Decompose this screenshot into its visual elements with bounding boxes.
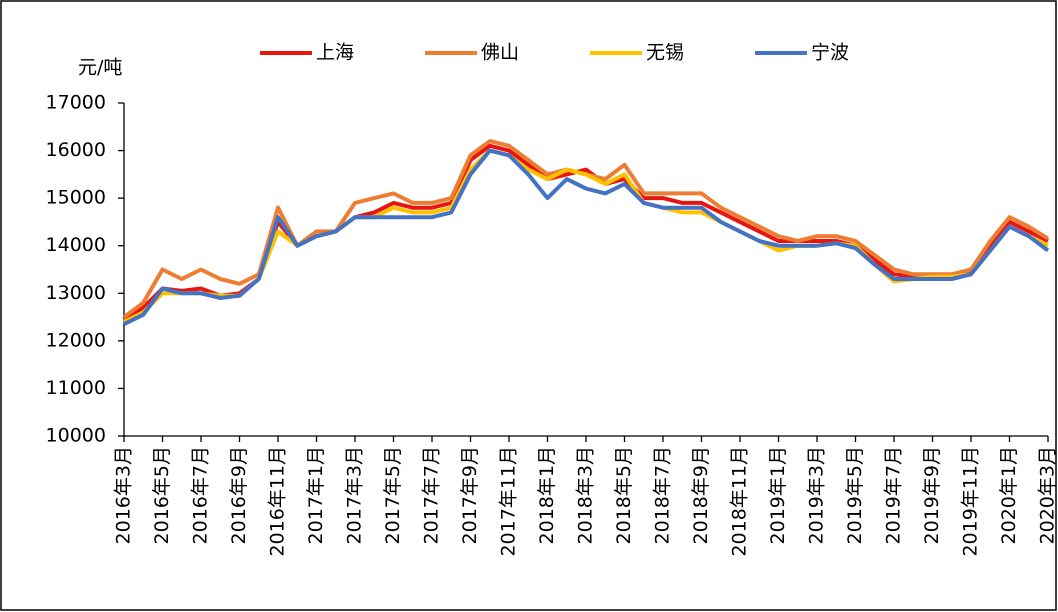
x-tick-label: 2017年7月: [421, 446, 443, 544]
x-tick-label: 2018年7月: [652, 446, 674, 544]
x-tick-label: 2017年5月: [382, 446, 404, 544]
y-tick-label: 16000: [46, 139, 106, 161]
x-tick-label: 2019年1月: [767, 446, 789, 544]
x-tick-label: 2019年5月: [844, 446, 866, 544]
series-line: [123, 148, 1050, 326]
x-tick-label: 2016年3月: [113, 446, 135, 544]
x-tick-label: 2017年1月: [305, 446, 327, 544]
x-tick-label: 2018年11月: [729, 446, 751, 557]
x-tick-label: 2018年3月: [575, 446, 597, 544]
y-tick-label: 13000: [46, 282, 106, 304]
x-tick-label: 2018年9月: [690, 446, 712, 544]
x-tick-label: 2016年11月: [267, 446, 289, 557]
legend-label: 佛山: [481, 42, 519, 64]
y-axis-label: 元/吨: [78, 57, 122, 79]
x-tick-label: 2019年11月: [960, 446, 982, 557]
y-tick-label: 15000: [46, 187, 106, 209]
x-tick-label: 2016年5月: [151, 446, 173, 544]
x-tick-label: 2018年1月: [536, 446, 558, 544]
x-tick-label: 2019年9月: [921, 446, 943, 544]
series-line: [123, 148, 1049, 324]
x-tick-label: 2017年9月: [459, 446, 481, 544]
y-tick-label: 10000: [46, 425, 106, 447]
legend-label: 宁波: [811, 42, 849, 64]
x-tick-label: 2018年5月: [613, 446, 635, 544]
x-tick-label: 2019年7月: [883, 446, 905, 544]
x-tick-label: 2017年11月: [498, 446, 520, 557]
x-tick-label: 2020年3月: [1037, 446, 1058, 544]
legend-label: 上海: [316, 42, 354, 64]
y-tick-label: 14000: [46, 234, 106, 256]
y-tick-label: 12000: [46, 329, 106, 351]
x-tick-label: 2020年1月: [998, 446, 1020, 544]
y-tick-label: 11000: [46, 377, 106, 399]
legend-label: 无锡: [646, 42, 684, 64]
y-tick-label: 17000: [46, 92, 106, 114]
x-tick-label: 2016年9月: [228, 446, 250, 544]
x-tick-label: 2017年3月: [344, 446, 366, 544]
x-tick-label: 2016年7月: [190, 446, 212, 544]
x-tick-label: 2019年3月: [806, 446, 828, 544]
